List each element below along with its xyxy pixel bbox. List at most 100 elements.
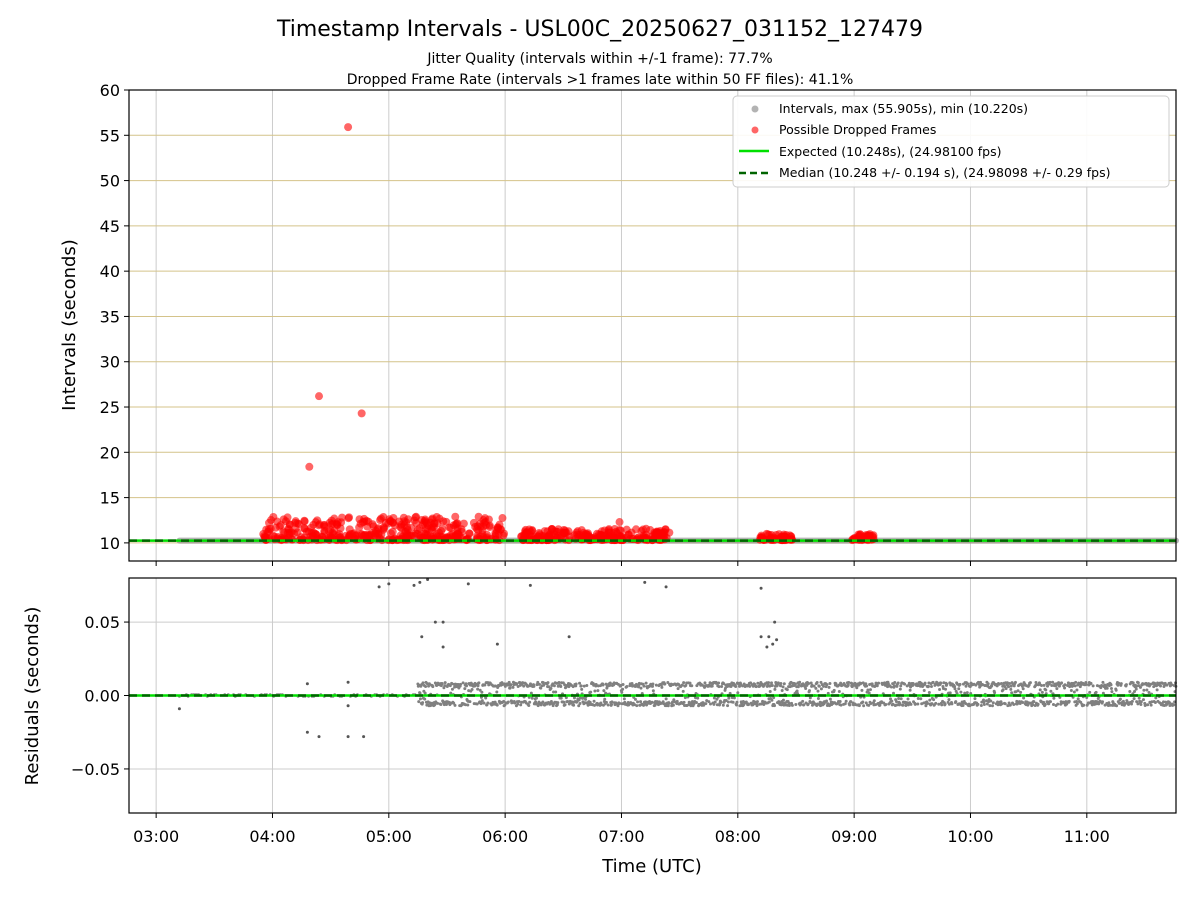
residual-point — [828, 697, 832, 701]
residual-point — [1173, 700, 1177, 704]
legend-marker-intervals — [751, 105, 759, 113]
residual-point — [1063, 683, 1067, 687]
residual-point — [959, 690, 963, 694]
residual-point — [896, 681, 900, 685]
residual-point — [814, 686, 818, 690]
residual-point — [893, 680, 897, 684]
residual-point — [907, 681, 911, 685]
dropped-frame-point — [363, 522, 372, 531]
residual-point — [849, 700, 853, 704]
residual-point — [701, 701, 705, 705]
intervals-plot-frame — [128, 89, 1177, 562]
residual-point — [517, 700, 521, 704]
residual-point — [594, 682, 598, 686]
dropped-frame-point — [388, 527, 397, 536]
residual-outlier-point — [305, 682, 309, 686]
residual-point — [461, 681, 465, 685]
residual-point — [929, 685, 933, 689]
residual-point — [1040, 690, 1044, 694]
residual-point — [773, 687, 777, 691]
residual-point — [957, 687, 961, 691]
residual-point — [625, 684, 629, 688]
residual-point — [608, 683, 612, 687]
intervals-y-tick-label: 20 — [100, 443, 120, 462]
residual-point — [635, 704, 639, 708]
residual-point — [1084, 682, 1088, 686]
residual-point — [728, 691, 732, 695]
residual-point — [592, 699, 596, 703]
residual-point — [868, 688, 872, 692]
residual-outlier-point — [495, 642, 499, 646]
residual-point — [546, 681, 550, 685]
residual-point — [542, 683, 546, 687]
residual-point — [645, 703, 649, 707]
residual-point — [459, 682, 463, 686]
residual-point — [1153, 700, 1157, 704]
residual-point — [1048, 680, 1052, 684]
residual-point — [563, 683, 567, 687]
residual-point — [1145, 688, 1149, 692]
residual-point — [664, 697, 668, 701]
residual-point — [444, 703, 448, 707]
residual-point — [495, 703, 499, 707]
residual-point — [450, 687, 454, 691]
residual-outlier-point — [771, 642, 775, 646]
residual-point — [494, 684, 498, 688]
residual-point — [986, 682, 990, 686]
residual-point — [534, 696, 538, 700]
residual-outlier-point — [567, 635, 571, 639]
residual-point — [894, 700, 898, 704]
residual-point — [790, 703, 794, 707]
residual-point — [423, 697, 427, 701]
residual-point — [855, 686, 859, 690]
residual-point — [869, 701, 873, 705]
residual-point — [1076, 697, 1080, 701]
residual-point — [815, 680, 819, 684]
residual-point — [593, 689, 597, 693]
dropped-frame-point — [404, 515, 413, 524]
residual-point — [827, 685, 831, 689]
residual-point — [1031, 703, 1035, 707]
residual-point — [1026, 703, 1030, 707]
dropped-frame-point — [300, 524, 309, 533]
residual-point — [511, 685, 515, 689]
residual-point — [1139, 702, 1143, 706]
residual-point — [476, 687, 480, 691]
dropped-frame-point — [283, 513, 292, 522]
residual-point — [642, 684, 646, 688]
dropped-frame-point — [624, 530, 633, 539]
intervals-axes: 10 15 20 25 30 35 40 45 50 55 60 — [100, 81, 1088, 566]
residual-point — [1109, 683, 1113, 687]
x-tick-label: 04:00 — [249, 827, 295, 846]
residual-point — [802, 703, 806, 707]
residual-point — [1010, 691, 1014, 695]
residual-point — [719, 700, 723, 704]
residual-point — [931, 680, 935, 684]
residual-point — [1115, 704, 1119, 708]
residual-point — [779, 681, 783, 685]
residual-point — [961, 703, 965, 707]
residual-point — [837, 690, 841, 694]
residual-point — [990, 704, 994, 708]
dropped-frame-point — [396, 523, 405, 532]
residual-point — [770, 698, 774, 702]
residual-point — [1044, 688, 1048, 692]
dropped-frame-point — [344, 123, 353, 132]
residual-point — [999, 682, 1003, 686]
residual-point — [1124, 683, 1128, 687]
residual-point — [939, 681, 943, 685]
residual-point — [1117, 681, 1121, 685]
residual-point — [596, 689, 600, 693]
residual-point — [982, 700, 986, 704]
intervals-y-tick-label: 50 — [100, 172, 120, 191]
residual-point — [1141, 698, 1145, 702]
x-tick-label: 10:00 — [947, 827, 993, 846]
residual-point — [930, 702, 934, 706]
residual-point — [1075, 702, 1079, 706]
residual-point — [431, 685, 435, 689]
residual-point — [982, 702, 986, 706]
residual-point — [671, 703, 675, 707]
residual-point — [966, 682, 970, 686]
residual-point — [476, 684, 480, 688]
